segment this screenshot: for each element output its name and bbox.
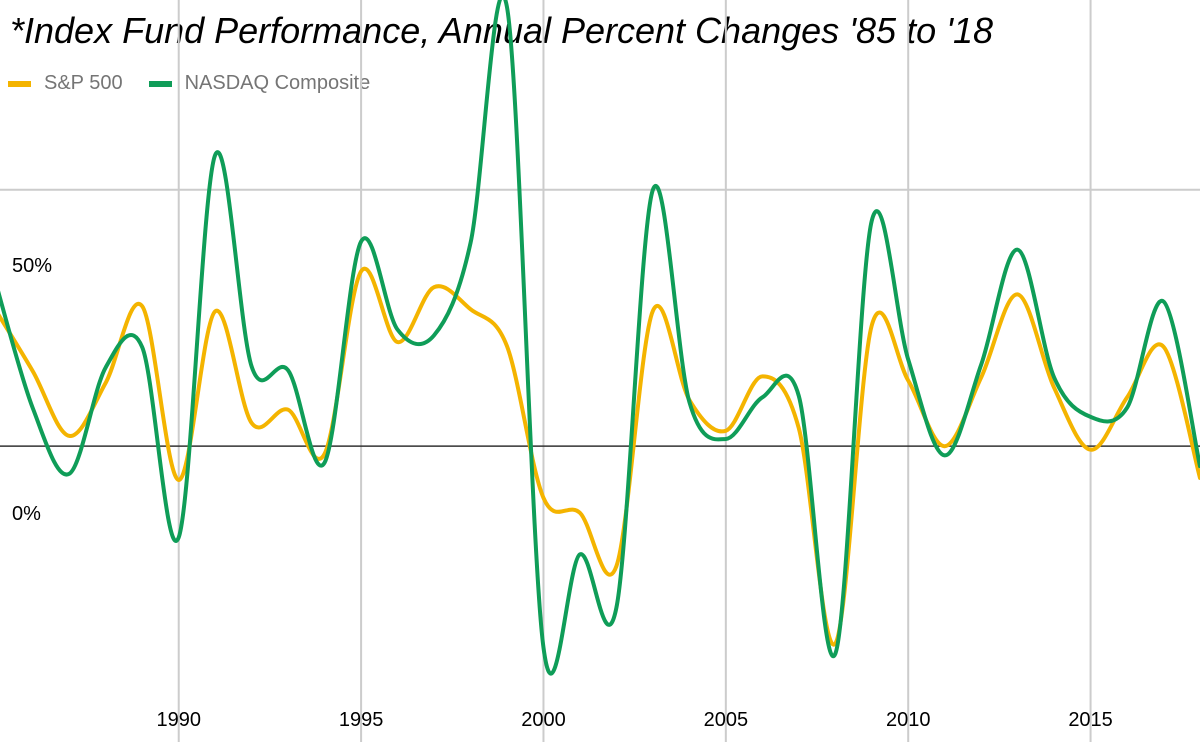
chart-title: *Index Fund Performance, Annual Percent …: [10, 10, 994, 51]
y-tick-label-50: 50%: [12, 255, 53, 277]
legend-item-nasdaq[interactable]: NASDAQ Composite: [148, 72, 371, 95]
legend: S&P 500 NASDAQ Composite: [8, 72, 396, 95]
legend-swatch-sp500: [8, 80, 31, 87]
y-tick-label-0: 0%: [12, 503, 41, 525]
legend-item-sp500[interactable]: S&P 500: [8, 72, 123, 95]
series-line-nasdaq: [0, 0, 1200, 676]
legend-swatch-nasdaq: [148, 80, 172, 87]
x-tick-labels: 1990 1995 2000 2005 2010 2015: [156, 709, 1112, 731]
x-tick-label-2015: 2015: [1068, 709, 1113, 731]
series-line-sp500: [0, 266, 1200, 647]
x-tick-label-1990: 1990: [156, 709, 201, 731]
series-layer: [0, 0, 1200, 676]
x-tick-label-2000: 2000: [521, 709, 566, 731]
x-tick-label-1995: 1995: [339, 709, 384, 731]
legend-label-sp500: S&P 500: [44, 72, 123, 94]
x-tick-label-2005: 2005: [704, 709, 749, 731]
x-tick-label-2010: 2010: [886, 709, 931, 731]
legend-label-nasdaq: NASDAQ Composite: [184, 72, 371, 94]
